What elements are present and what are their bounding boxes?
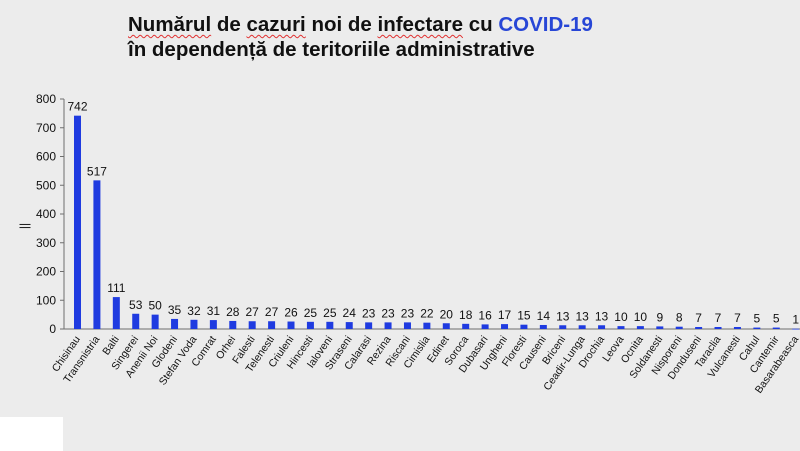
bar [93, 180, 101, 329]
data-label: 9 [656, 310, 663, 324]
bar [539, 324, 547, 329]
bar [74, 115, 81, 329]
data-label: 7 [734, 311, 741, 325]
data-label: 15 [517, 309, 531, 323]
y-tick-label: 100 [36, 293, 56, 307]
bar [248, 321, 256, 329]
data-label: 31 [207, 304, 221, 318]
title-line-2: în dependență de teritoriile administrat… [128, 38, 535, 61]
data-label: 35 [168, 303, 182, 317]
bar [501, 324, 509, 329]
data-label: 26 [284, 306, 298, 320]
y-tick-label: 700 [36, 121, 56, 135]
bar [423, 322, 431, 329]
y-axis-label: || [17, 223, 31, 229]
data-label: 10 [614, 310, 628, 324]
bar [326, 321, 334, 329]
y-tick-label: 300 [36, 236, 56, 250]
title-word: infectare [377, 13, 463, 36]
data-label: 17 [498, 308, 512, 322]
data-label: 742 [67, 100, 87, 114]
data-label: 50 [148, 299, 162, 313]
bar [384, 322, 392, 329]
data-label: 23 [381, 306, 395, 320]
data-label: 20 [440, 307, 454, 321]
bar [132, 313, 140, 329]
data-label: 1 [792, 313, 799, 327]
data-label: 28 [226, 305, 240, 319]
bar [598, 325, 606, 329]
data-label: 18 [459, 308, 473, 322]
data-label: 23 [401, 306, 415, 320]
bar [792, 328, 800, 330]
data-label: 5 [754, 312, 761, 326]
bar [636, 326, 644, 329]
bar [462, 323, 470, 329]
bar [287, 321, 295, 329]
data-label: 27 [246, 305, 260, 319]
bar [268, 321, 276, 329]
data-label: 22 [420, 307, 434, 321]
bar [306, 321, 314, 329]
bar [617, 326, 625, 329]
bar [229, 320, 237, 329]
title-word: de [216, 13, 241, 36]
data-label: 7 [715, 311, 722, 325]
data-label: 23 [362, 306, 376, 320]
title-word: cu [468, 13, 493, 36]
bar [772, 327, 780, 329]
bar [403, 322, 411, 329]
bar [753, 327, 761, 329]
title-word: Numărul [128, 13, 212, 36]
data-label: 25 [304, 306, 318, 320]
y-tick-label: 400 [36, 207, 56, 221]
bar [675, 326, 683, 329]
data-label: 14 [537, 309, 551, 323]
bar [209, 320, 217, 329]
bar [656, 326, 664, 329]
data-label: 13 [575, 309, 589, 323]
bar [481, 324, 489, 329]
data-label: 53 [129, 298, 143, 312]
bar [345, 322, 353, 329]
bar [365, 322, 373, 329]
title-accent: COVID-19 [498, 13, 593, 36]
data-label: 24 [343, 306, 357, 320]
data-label: 7 [695, 311, 702, 325]
data-label: 27 [265, 305, 279, 319]
bar [733, 326, 741, 329]
data-label: 13 [595, 309, 609, 323]
y-tick-label: 500 [36, 178, 56, 192]
data-label: 16 [478, 308, 492, 322]
white-corner-patch [0, 417, 63, 451]
y-tick-label: 800 [36, 92, 56, 106]
y-tick-label: 0 [49, 322, 56, 336]
data-label: 111 [107, 281, 126, 295]
bar [695, 326, 703, 329]
bar [714, 326, 722, 329]
data-label: 8 [676, 311, 683, 325]
bar [190, 319, 198, 329]
chart-title: Numărul de cazuri noi de infectare cu CO… [128, 12, 593, 62]
data-label: 517 [87, 164, 107, 178]
bar [520, 324, 528, 329]
y-tick-label: 200 [36, 265, 56, 279]
data-label: 32 [187, 304, 201, 318]
title-word: noi de [311, 13, 372, 36]
bar [559, 325, 567, 329]
data-label: 5 [773, 312, 780, 326]
bar [151, 314, 159, 329]
bar [442, 323, 450, 329]
title-word: cazuri [246, 13, 306, 36]
data-label: 25 [323, 306, 337, 320]
data-label: 13 [556, 309, 570, 323]
data-label: 10 [634, 310, 648, 324]
bar [171, 318, 179, 329]
y-tick-label: 600 [36, 150, 56, 164]
bar [112, 297, 120, 329]
bar [578, 325, 586, 329]
